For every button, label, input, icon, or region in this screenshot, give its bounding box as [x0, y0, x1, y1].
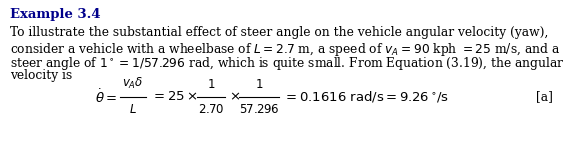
Text: $57.296$: $57.296$ — [239, 103, 279, 116]
Text: $v_A\delta$: $v_A\delta$ — [122, 76, 144, 91]
Text: consider a vehicle with a wheelbase of $L = 2.7$ m, a speed of $v_A = 90$ kph $=: consider a vehicle with a wheelbase of $… — [10, 40, 560, 57]
Text: $\dot{\theta} = $: $\dot{\theta} = $ — [95, 88, 117, 106]
Text: steer angle of $1^\circ = 1/57.296$ rad, which is quite small. From Equation (3.: steer angle of $1^\circ = 1/57.296$ rad,… — [10, 55, 564, 72]
Text: $= 25 \times$: $= 25 \times$ — [151, 91, 198, 104]
Text: $= 0.1616\ \mathrm{rad/s} = 9.26^\circ\!/\mathrm{s}$: $= 0.1616\ \mathrm{rad/s} = 9.26^\circ\!… — [283, 90, 449, 105]
Text: $1$: $1$ — [207, 78, 215, 91]
Text: To illustrate the substantial effect of steer angle on the vehicle angular veloc: To illustrate the substantial effect of … — [10, 26, 548, 39]
Text: $1$: $1$ — [255, 78, 263, 91]
Text: $L$: $L$ — [129, 103, 137, 116]
Text: [a]: [a] — [536, 91, 553, 104]
Text: velocity is: velocity is — [10, 69, 72, 83]
Text: Example 3.4: Example 3.4 — [10, 8, 101, 21]
Text: $\times$: $\times$ — [229, 91, 241, 104]
Text: $2.70$: $2.70$ — [198, 103, 224, 116]
